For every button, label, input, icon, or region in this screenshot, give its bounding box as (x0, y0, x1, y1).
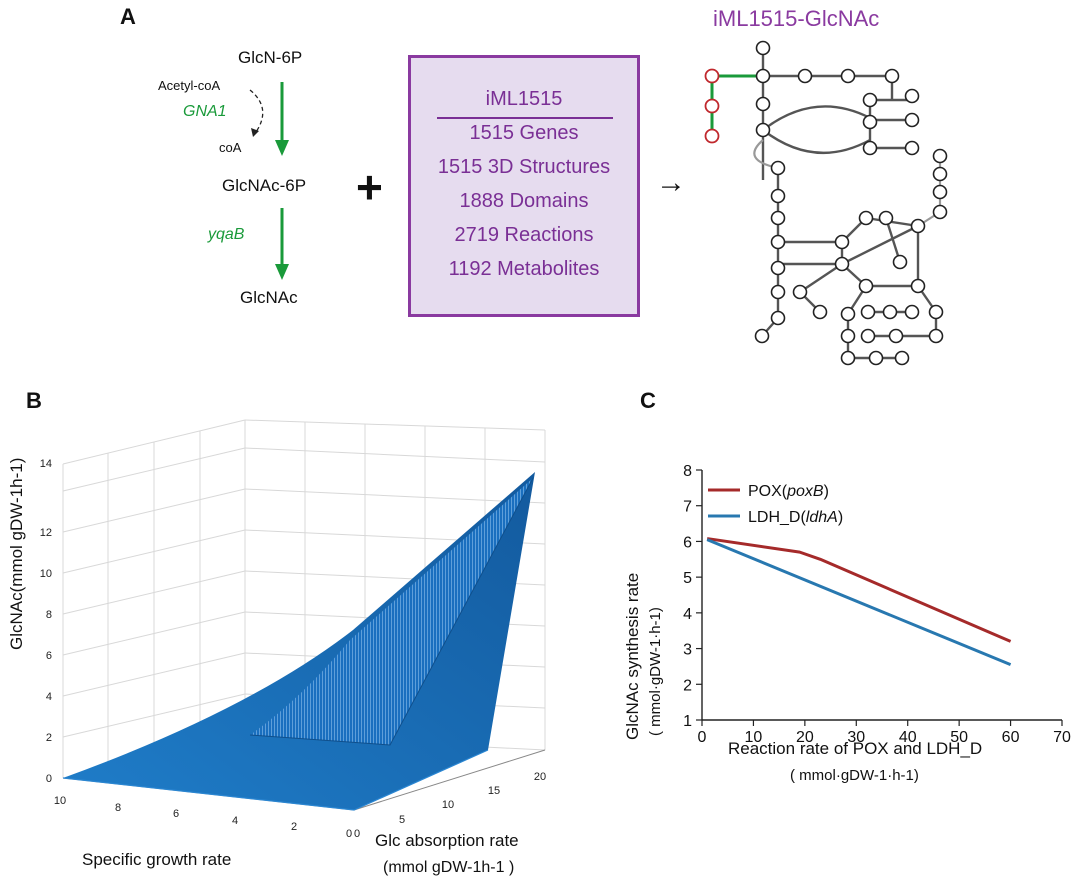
metabolite-glcnac-6p: GlcNAc-6P (222, 176, 307, 195)
y-axis-line (353, 749, 546, 811)
c-x-axis-title: Reaction rate of POX and LDH_D (728, 739, 982, 758)
legend-label-ldh: LDH_D(ldhA) (748, 509, 843, 526)
cofactor-acetyl-coa: Acetyl-coA (158, 78, 221, 93)
network-title: iML1515-GlcNAc (713, 6, 880, 31)
c-x-axis-unit: ( mmol·gDW-1·h-1) (790, 767, 919, 784)
line-chart-axes: 1 2 3 4 5 6 7 8 0 10 20 30 40 50 60 70 (683, 463, 1071, 746)
enzyme-yqab: yqaB (208, 226, 245, 243)
red-nodes (704, 68, 720, 144)
z-tick: 10 (40, 568, 52, 580)
c-y-tick-label: 3 (683, 642, 692, 659)
c-x-tick-label: 30 (847, 729, 865, 746)
z-tick: 12 (40, 527, 52, 539)
x-tick: 10 (54, 795, 66, 807)
model-box: iML1515 1515 Genes 1515 3D Structures 18… (408, 55, 640, 317)
c-y-tick-label: 8 (683, 463, 692, 480)
line-chart: 1 2 3 4 5 6 7 8 0 10 20 30 40 50 60 70 POX(poxB) LDH_D(… (623, 463, 1071, 784)
c-y-tick-label: 1 (683, 713, 692, 730)
right-arrow: → (656, 166, 686, 199)
y-tick: 20 (534, 771, 546, 783)
x-tick: 0 (346, 828, 352, 840)
y-tick: 10 (442, 799, 454, 811)
y-axis-title-line2: (mmol gDW-1h-1 ) (383, 859, 514, 876)
surface-chart: 0 2 4 6 8 10 12 14 10 8 6 4 2 0 0 5 10 1… (7, 419, 546, 876)
model-metabolites: 1192 Metabolites (448, 258, 600, 280)
c-y-tick-label: 4 (683, 606, 692, 623)
z-tick: 4 (46, 691, 52, 703)
cofactor-dashed-arrow (249, 89, 264, 133)
y-tick: 5 (399, 814, 405, 826)
z-axis-title: GlcNAc(mmol gDW-1h-1) (7, 458, 26, 650)
line-chart-legend: POX(poxB) LDH_D(ldhA) (708, 483, 843, 526)
surface-edge (249, 477, 534, 746)
model-structures: 1515 3D Structures (437, 156, 611, 178)
series-line-ldh (706, 538, 1012, 667)
y-axis-title-line1: Glc absorption rate (375, 831, 519, 850)
c-x-tick-label: 70 (1053, 729, 1071, 746)
enzyme-gna1: GNA1 (183, 103, 227, 120)
x-tick-labels: 10 8 6 4 2 0 (54, 795, 352, 840)
c-y-tick-label: 6 (683, 534, 692, 551)
panel-label-c: C (640, 388, 656, 413)
series-line-pox (706, 537, 1012, 643)
c-x-tick-label: 0 (698, 729, 707, 746)
cofactor-arrowhead (251, 128, 259, 137)
c-x-tick-label: 20 (796, 729, 814, 746)
z-tick: 2 (46, 732, 52, 744)
network-diagram (704, 40, 948, 366)
line-chart-series (706, 537, 1012, 667)
model-domains: 1888 Domains (459, 190, 589, 212)
c-x-tick-label: 40 (899, 729, 917, 746)
green-arrowhead-1 (275, 140, 289, 156)
c-y-tick-label: 2 (683, 677, 692, 694)
c-x-tick-label: 60 (1002, 729, 1020, 746)
cofactor-coa: coA (219, 140, 242, 155)
x-axis-title: Specific growth rate (82, 850, 231, 869)
surface-floor-edge (62, 749, 489, 811)
metabolite-glcn-6p: GlcN-6P (238, 48, 303, 67)
model-name: iML1515 (485, 88, 563, 110)
y-tick-labels: 0 5 10 15 20 (354, 771, 546, 840)
z-tick: 6 (46, 650, 52, 662)
metabolite-glcnac: GlcNAc (240, 288, 298, 307)
c-y-axis-unit: ( mmol·gDW-1·h-1) (647, 607, 664, 736)
y-tick: 0 (354, 828, 360, 840)
surface-ribbed-face (250, 478, 533, 745)
c-y-axis-title: GlcNAc synthesis rate (623, 573, 642, 740)
panel-label-b: B (26, 388, 42, 413)
z-tick-labels: 0 2 4 6 8 10 12 14 (40, 458, 52, 785)
model-divider (437, 117, 613, 119)
pathway-arrows (249, 82, 289, 280)
x-tick: 4 (232, 815, 238, 827)
model-genes: 1515 Genes (469, 122, 579, 144)
c-x-tick-label: 10 (745, 729, 763, 746)
c-y-tick-label: 7 (683, 499, 692, 516)
z-tick: 14 (40, 458, 52, 470)
x-tick: 2 (291, 821, 297, 833)
model-reactions: 2719 Reactions (454, 224, 594, 246)
c-x-tick-label: 50 (950, 729, 968, 746)
legend-label-pox: POX(poxB) (748, 483, 829, 500)
z-tick: 0 (46, 773, 52, 785)
y-tick: 15 (488, 785, 500, 797)
z-tick: 8 (46, 609, 52, 621)
x-tick: 8 (115, 802, 121, 814)
surface-base (63, 472, 535, 810)
green-arrowhead-2 (275, 264, 289, 280)
plus-sign: + (356, 161, 383, 213)
x-tick: 6 (173, 808, 179, 820)
panel-label-a: A (120, 4, 136, 29)
c-y-tick-label: 5 (683, 570, 692, 587)
